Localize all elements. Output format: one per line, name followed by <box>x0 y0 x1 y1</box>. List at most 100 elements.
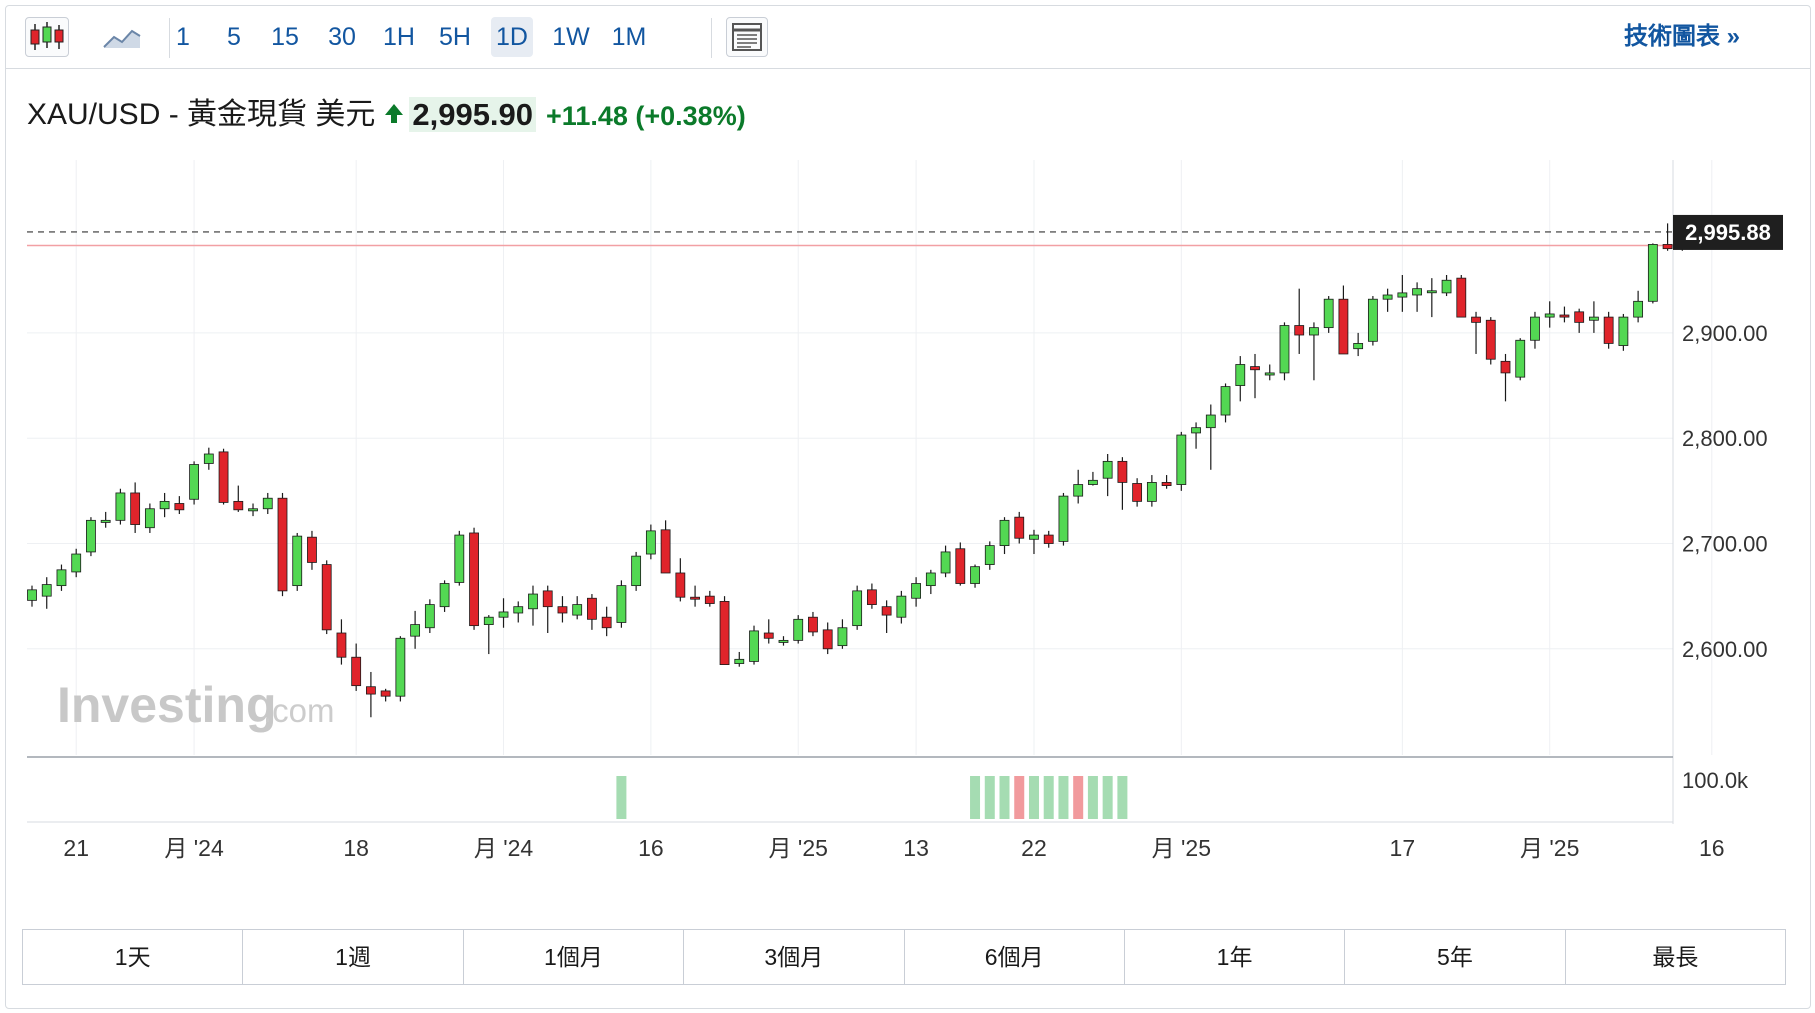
candle-body <box>1117 460 1128 483</box>
candle-body <box>1471 316 1481 323</box>
volume-bar <box>999 776 1010 819</box>
candle <box>601 606 612 637</box>
candle-body <box>1132 483 1143 502</box>
volume-bar <box>1014 776 1025 819</box>
candle <box>203 447 214 470</box>
candle-body <box>262 497 273 510</box>
candle <box>1338 285 1349 355</box>
candle <box>690 585 700 607</box>
candle-body <box>911 583 921 599</box>
candle-body <box>292 535 303 587</box>
candle <box>469 527 479 630</box>
range-button-2[interactable]: 1週 <box>243 930 464 984</box>
candle-body <box>115 492 126 521</box>
candle-body <box>542 590 553 608</box>
candle-body <box>1250 366 1260 371</box>
time-tick-label: 13 <box>903 835 929 861</box>
candle <box>1456 274 1467 318</box>
candle <box>1485 317 1496 365</box>
candle-body <box>749 630 759 662</box>
interval-5[interactable]: 5 <box>227 23 241 51</box>
time-tick-label: 22 <box>1021 835 1047 861</box>
candle-body <box>763 632 774 639</box>
candle <box>1544 301 1555 328</box>
candle <box>999 517 1010 555</box>
interval-1h[interactable]: 1H <box>383 23 415 51</box>
range-button-7[interactable]: 5年 <box>1345 930 1566 984</box>
candle-body <box>778 639 789 643</box>
candle-body <box>719 601 730 665</box>
candle <box>1367 296 1378 346</box>
candle <box>366 671 376 718</box>
technical-chart-link[interactable]: 技術圖表 » <box>1623 23 1740 50</box>
range-button-5[interactable]: 6個月 <box>905 930 1125 984</box>
candle <box>616 580 627 628</box>
candle-body <box>336 632 347 658</box>
candlestick-chart-icon[interactable] <box>25 17 69 57</box>
candle-body <box>130 492 141 525</box>
candle-body <box>1662 244 1673 250</box>
candle-body <box>307 536 317 563</box>
candle-body <box>1456 277 1467 318</box>
volume-bar <box>1073 776 1084 819</box>
candle <box>896 590 907 624</box>
candle <box>100 511 111 528</box>
candle <box>542 585 553 634</box>
candle-body <box>1353 343 1364 350</box>
range-button-4[interactable]: 3個月 <box>684 930 905 984</box>
candle-body <box>1515 339 1526 378</box>
candle-body <box>1205 414 1216 429</box>
candle-body <box>1382 294 1393 300</box>
candle-body <box>1397 292 1408 298</box>
volume-bar <box>616 776 627 819</box>
price-tick-label: 2,600.00 <box>1682 637 1768 662</box>
candle-body <box>1191 427 1201 434</box>
candle-body <box>1161 482 1172 486</box>
candle <box>970 564 980 588</box>
candle-body <box>690 596 700 600</box>
range-button-1[interactable]: 1天 <box>23 930 244 984</box>
interval-15[interactable]: 15 <box>271 23 299 51</box>
instrument-title: XAU/USD - 黃金現貨 美元 <box>27 98 376 132</box>
candle <box>1250 353 1260 399</box>
watermark-suffix: .com <box>263 692 335 729</box>
candle-body <box>984 545 995 565</box>
candle <box>1515 338 1526 381</box>
interval-1[interactable]: 1 <box>176 23 190 51</box>
candle <box>793 615 804 644</box>
interval-1m[interactable]: 1M <box>611 23 647 51</box>
candle-body <box>424 604 435 629</box>
interval-1w[interactable]: 1W <box>552 23 590 51</box>
candle-body <box>808 616 818 633</box>
candle <box>822 622 833 655</box>
time-axis: 21 月 '24 18 月 '24 16 月 '25 13 22 月 '25 17 月 '25 16 <box>63 835 1724 861</box>
candle <box>1412 282 1422 312</box>
candle <box>587 594 597 630</box>
candle <box>1220 383 1231 423</box>
area-chart-icon[interactable] <box>100 17 144 57</box>
interval-1d[interactable]: 1D <box>491 17 533 57</box>
range-button-8[interactable]: 最長 <box>1652 944 1699 970</box>
candle <box>1382 288 1393 312</box>
range-button-6[interactable]: 1年 <box>1125 930 1346 984</box>
candle-body <box>616 585 627 623</box>
candle-body <box>601 616 612 629</box>
candle <box>1161 475 1172 489</box>
candle-body <box>380 690 391 697</box>
time-tick-label: 16 <box>1699 835 1725 861</box>
range-button-3[interactable]: 1個月 <box>464 930 685 984</box>
interval-30[interactable]: 30 <box>328 23 356 51</box>
candle <box>439 580 450 612</box>
volume-bar <box>1043 776 1054 819</box>
up-arrow-icon <box>385 103 404 123</box>
candle-body <box>203 453 214 464</box>
candle-body <box>189 464 199 500</box>
layout-icon[interactable] <box>726 17 768 57</box>
candle-body <box>734 658 745 664</box>
interval-5h[interactable]: 5H <box>439 23 471 51</box>
chart-widget: 1 5 15 30 1H 5H 1D 1W 1M 技術圖表 » XAU/USD - 黃金現貨 美… <box>5 5 1811 1009</box>
price-change: +11.48 (+0.38%) <box>546 99 746 131</box>
candle-body <box>1426 290 1437 294</box>
price-axis: 2,600.00 2,700.00 2,800.00 2,900.00 100.0k <box>1682 321 1768 793</box>
